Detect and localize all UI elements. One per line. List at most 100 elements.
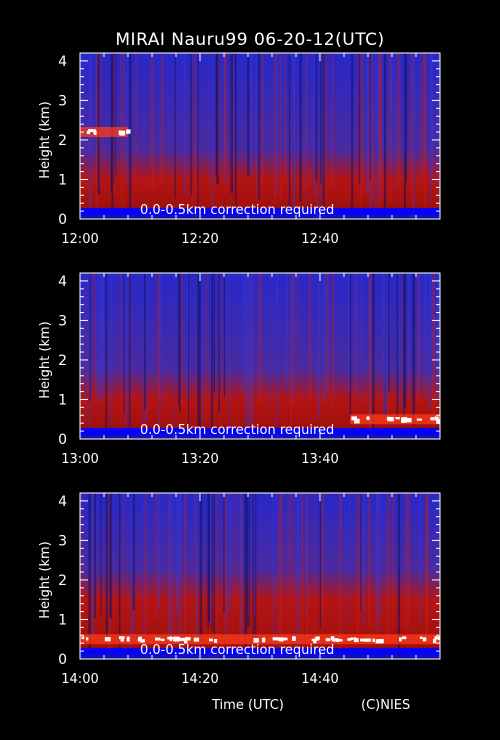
signal-streak	[179, 493, 182, 614]
signal-streak	[96, 273, 100, 402]
signal-streak	[393, 53, 395, 193]
y-tick-label: 0	[58, 652, 67, 668]
signal-streak	[438, 53, 440, 198]
signal-streak	[429, 273, 432, 410]
signal-streak	[306, 493, 309, 641]
signal-streak	[392, 493, 395, 630]
signal-streak	[315, 53, 318, 181]
cloud-echo-peak	[395, 417, 400, 420]
y-tick-label: 1	[58, 612, 67, 628]
signal-streak	[248, 273, 252, 438]
cloud-echo-peak	[401, 418, 406, 423]
signal-streak	[144, 493, 147, 645]
signal-streak	[99, 53, 102, 190]
signal-streak	[260, 273, 263, 398]
signal-streak	[285, 273, 288, 390]
signal-streak	[407, 493, 410, 626]
cloud-echo-peak	[422, 637, 427, 642]
signal-streak	[235, 493, 237, 618]
cloud-echo-peak	[387, 416, 394, 422]
y-tick-label: 1	[58, 172, 67, 188]
signal-streak	[217, 493, 219, 656]
signal-streak	[312, 53, 316, 194]
cloud-echo-peak	[193, 637, 200, 642]
signal-streak	[273, 53, 276, 205]
signal-streak	[368, 53, 370, 194]
signal-streak	[358, 53, 361, 185]
signal-streak	[340, 493, 342, 642]
signal-streak	[276, 273, 279, 438]
signal-streak	[197, 53, 199, 219]
cloud-echo	[80, 634, 440, 645]
cloud-echo-peak	[119, 130, 126, 136]
signal-streak	[84, 273, 86, 423]
signal-streak	[402, 273, 404, 411]
signal-streak	[213, 273, 216, 394]
signal-streak	[178, 273, 181, 413]
signal-streak	[155, 493, 158, 620]
x-tick-label: 13:20	[181, 452, 218, 467]
cloud-echo	[350, 414, 440, 425]
signal-streak	[199, 493, 203, 641]
signal-streak	[369, 273, 372, 436]
signal-streak	[288, 53, 291, 209]
signal-streak	[195, 493, 198, 636]
signal-streak	[194, 53, 197, 218]
signal-streak	[259, 273, 261, 405]
signal-streak	[269, 273, 271, 410]
signal-streak	[432, 273, 434, 427]
signal-streak	[135, 53, 138, 192]
signal-streak	[289, 493, 292, 635]
signal-streak	[207, 493, 209, 629]
signal-streak	[244, 493, 248, 655]
signal-streak	[100, 493, 102, 616]
signal-streak	[211, 53, 214, 215]
cloud-echo-peak	[126, 129, 131, 134]
signal-streak	[132, 493, 135, 611]
signal-streak	[325, 273, 329, 390]
heatmap-panel-3	[80, 493, 440, 659]
signal-streak	[89, 273, 92, 403]
signal-streak	[388, 493, 391, 643]
signal-streak	[94, 273, 96, 390]
signal-streak	[223, 53, 227, 171]
cloud-echo-peak	[430, 417, 435, 421]
signal-streak	[110, 273, 113, 426]
correction-annotation: 0.0-0.5km correction required	[140, 643, 334, 658]
signal-streak	[367, 493, 371, 628]
signal-streak	[320, 53, 323, 209]
signal-streak	[348, 493, 351, 625]
signal-streak	[209, 493, 213, 624]
y-axis-label: Height (km)	[38, 101, 53, 178]
signal-streak	[297, 273, 299, 416]
heatmap-panel-2	[80, 273, 440, 439]
signal-streak	[186, 273, 190, 398]
signal-streak	[251, 273, 254, 424]
cloud-echo-peak	[314, 638, 320, 641]
signal-streak	[388, 273, 390, 392]
signal-streak	[247, 493, 250, 617]
heatmap-background	[80, 493, 440, 659]
signal-streak	[423, 53, 427, 209]
signal-streak	[290, 273, 293, 433]
signal-streak	[278, 493, 282, 651]
cloud-echo-peak	[118, 636, 125, 640]
signal-streak	[407, 273, 410, 399]
signal-streak	[349, 273, 352, 419]
signal-streak	[239, 493, 243, 641]
signal-streak	[228, 493, 232, 613]
cloud-echo-peak	[272, 637, 278, 641]
cloud-echo-peak	[180, 637, 187, 641]
cloud-echo-peak	[183, 638, 188, 644]
cloud-echo-peak	[86, 637, 89, 641]
cloud-echo-peak	[325, 638, 331, 642]
signal-streak	[417, 273, 420, 395]
signal-streak	[322, 53, 326, 205]
signal-streak	[313, 493, 316, 657]
signal-streak	[255, 53, 258, 196]
signal-streak	[426, 493, 429, 625]
signal-streak	[417, 273, 420, 406]
signal-streak	[110, 53, 113, 194]
signal-streak	[208, 53, 210, 182]
cloud-echo-peak	[86, 130, 91, 135]
